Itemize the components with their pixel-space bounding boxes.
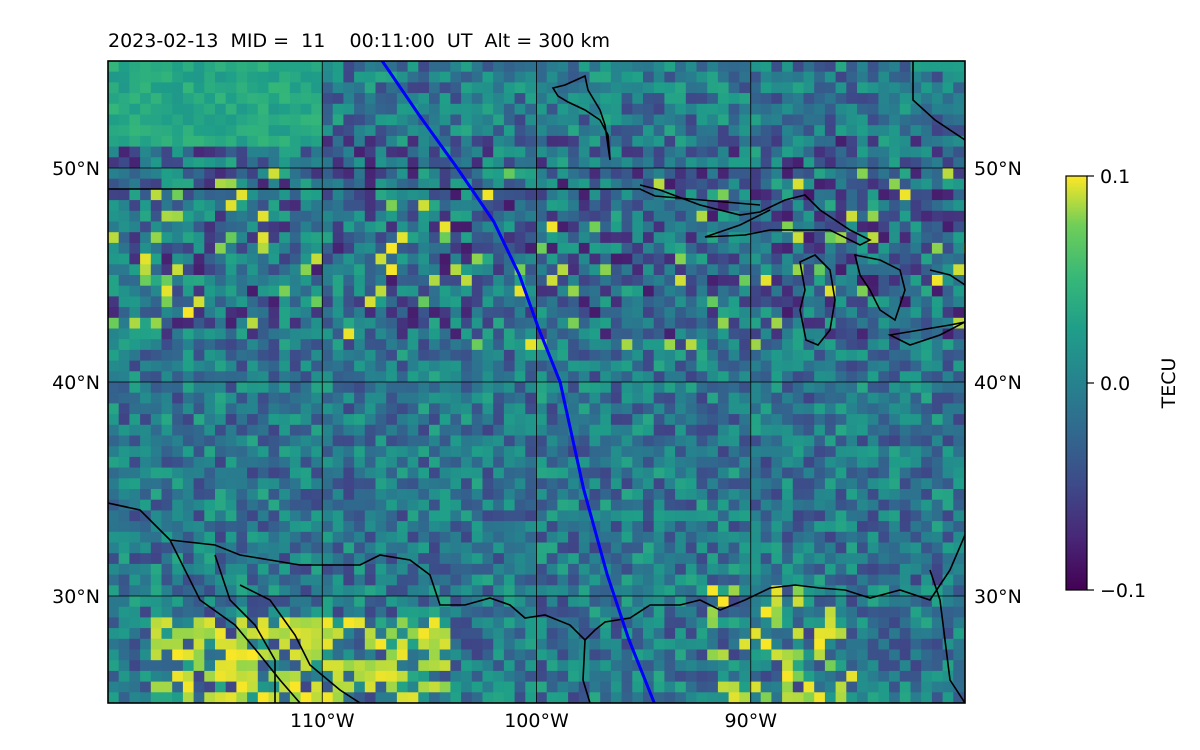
lake-michigan — [799, 254, 836, 346]
mexico-west-coast — [169, 539, 301, 703]
lon-tick-label: 100°W — [504, 710, 569, 732]
florida-coast — [929, 569, 965, 703]
baja-peninsula — [214, 554, 276, 703]
lake-superior — [639, 184, 872, 246]
colorbar-tick-label: 0.0 — [1100, 373, 1130, 395]
colorbar-label: TECU — [1158, 358, 1180, 410]
north-coast — [912, 61, 965, 141]
gulf-coast-east — [582, 639, 591, 703]
colorbar: 0.1 0.0 −0.1 TECU — [1065, 166, 1180, 602]
lat-tick-label-left: 40°N — [52, 372, 100, 394]
colorbar-tick-label: 0.1 — [1100, 166, 1130, 188]
mexico-border — [108, 502, 965, 642]
lake-ontario — [929, 269, 965, 286]
gridlines — [108, 61, 965, 703]
mexico-east-coast — [239, 584, 361, 703]
longitude-labels: 110°W 100°W 90°W — [290, 710, 777, 732]
tec-heatmap — [108, 61, 965, 703]
lake-huron — [853, 253, 906, 322]
lat-tick-label-left: 50°N — [52, 158, 100, 180]
colorbar-gradient — [1065, 175, 1088, 591]
coastlines — [108, 61, 965, 703]
map-frame — [107, 60, 966, 704]
colorbar-ticks: 0.1 0.0 −0.1 — [1087, 166, 1146, 602]
lon-tick-label: 90°W — [725, 710, 778, 732]
satellite-track — [380, 61, 656, 703]
map-title: 2023-02-13 MID = 11 00:11:00 UT Alt = 30… — [108, 30, 611, 52]
lat-tick-label-right: 40°N — [974, 372, 1022, 394]
colorbar-tick-label: −0.1 — [1100, 580, 1146, 602]
lake-erie — [887, 321, 965, 346]
map-area — [108, 61, 965, 703]
us-canada-border — [108, 188, 761, 206]
latitude-labels-right: 50°N 40°N 30°N — [974, 158, 1022, 608]
latitude-labels-left: 50°N 40°N 30°N — [52, 158, 100, 608]
hudson-bay-coast — [551, 74, 611, 161]
lon-tick-label: 110°W — [290, 710, 355, 732]
lat-tick-label-right: 50°N — [974, 158, 1022, 180]
lat-tick-label-left: 30°N — [52, 586, 100, 608]
lat-tick-label-right: 30°N — [974, 586, 1022, 608]
